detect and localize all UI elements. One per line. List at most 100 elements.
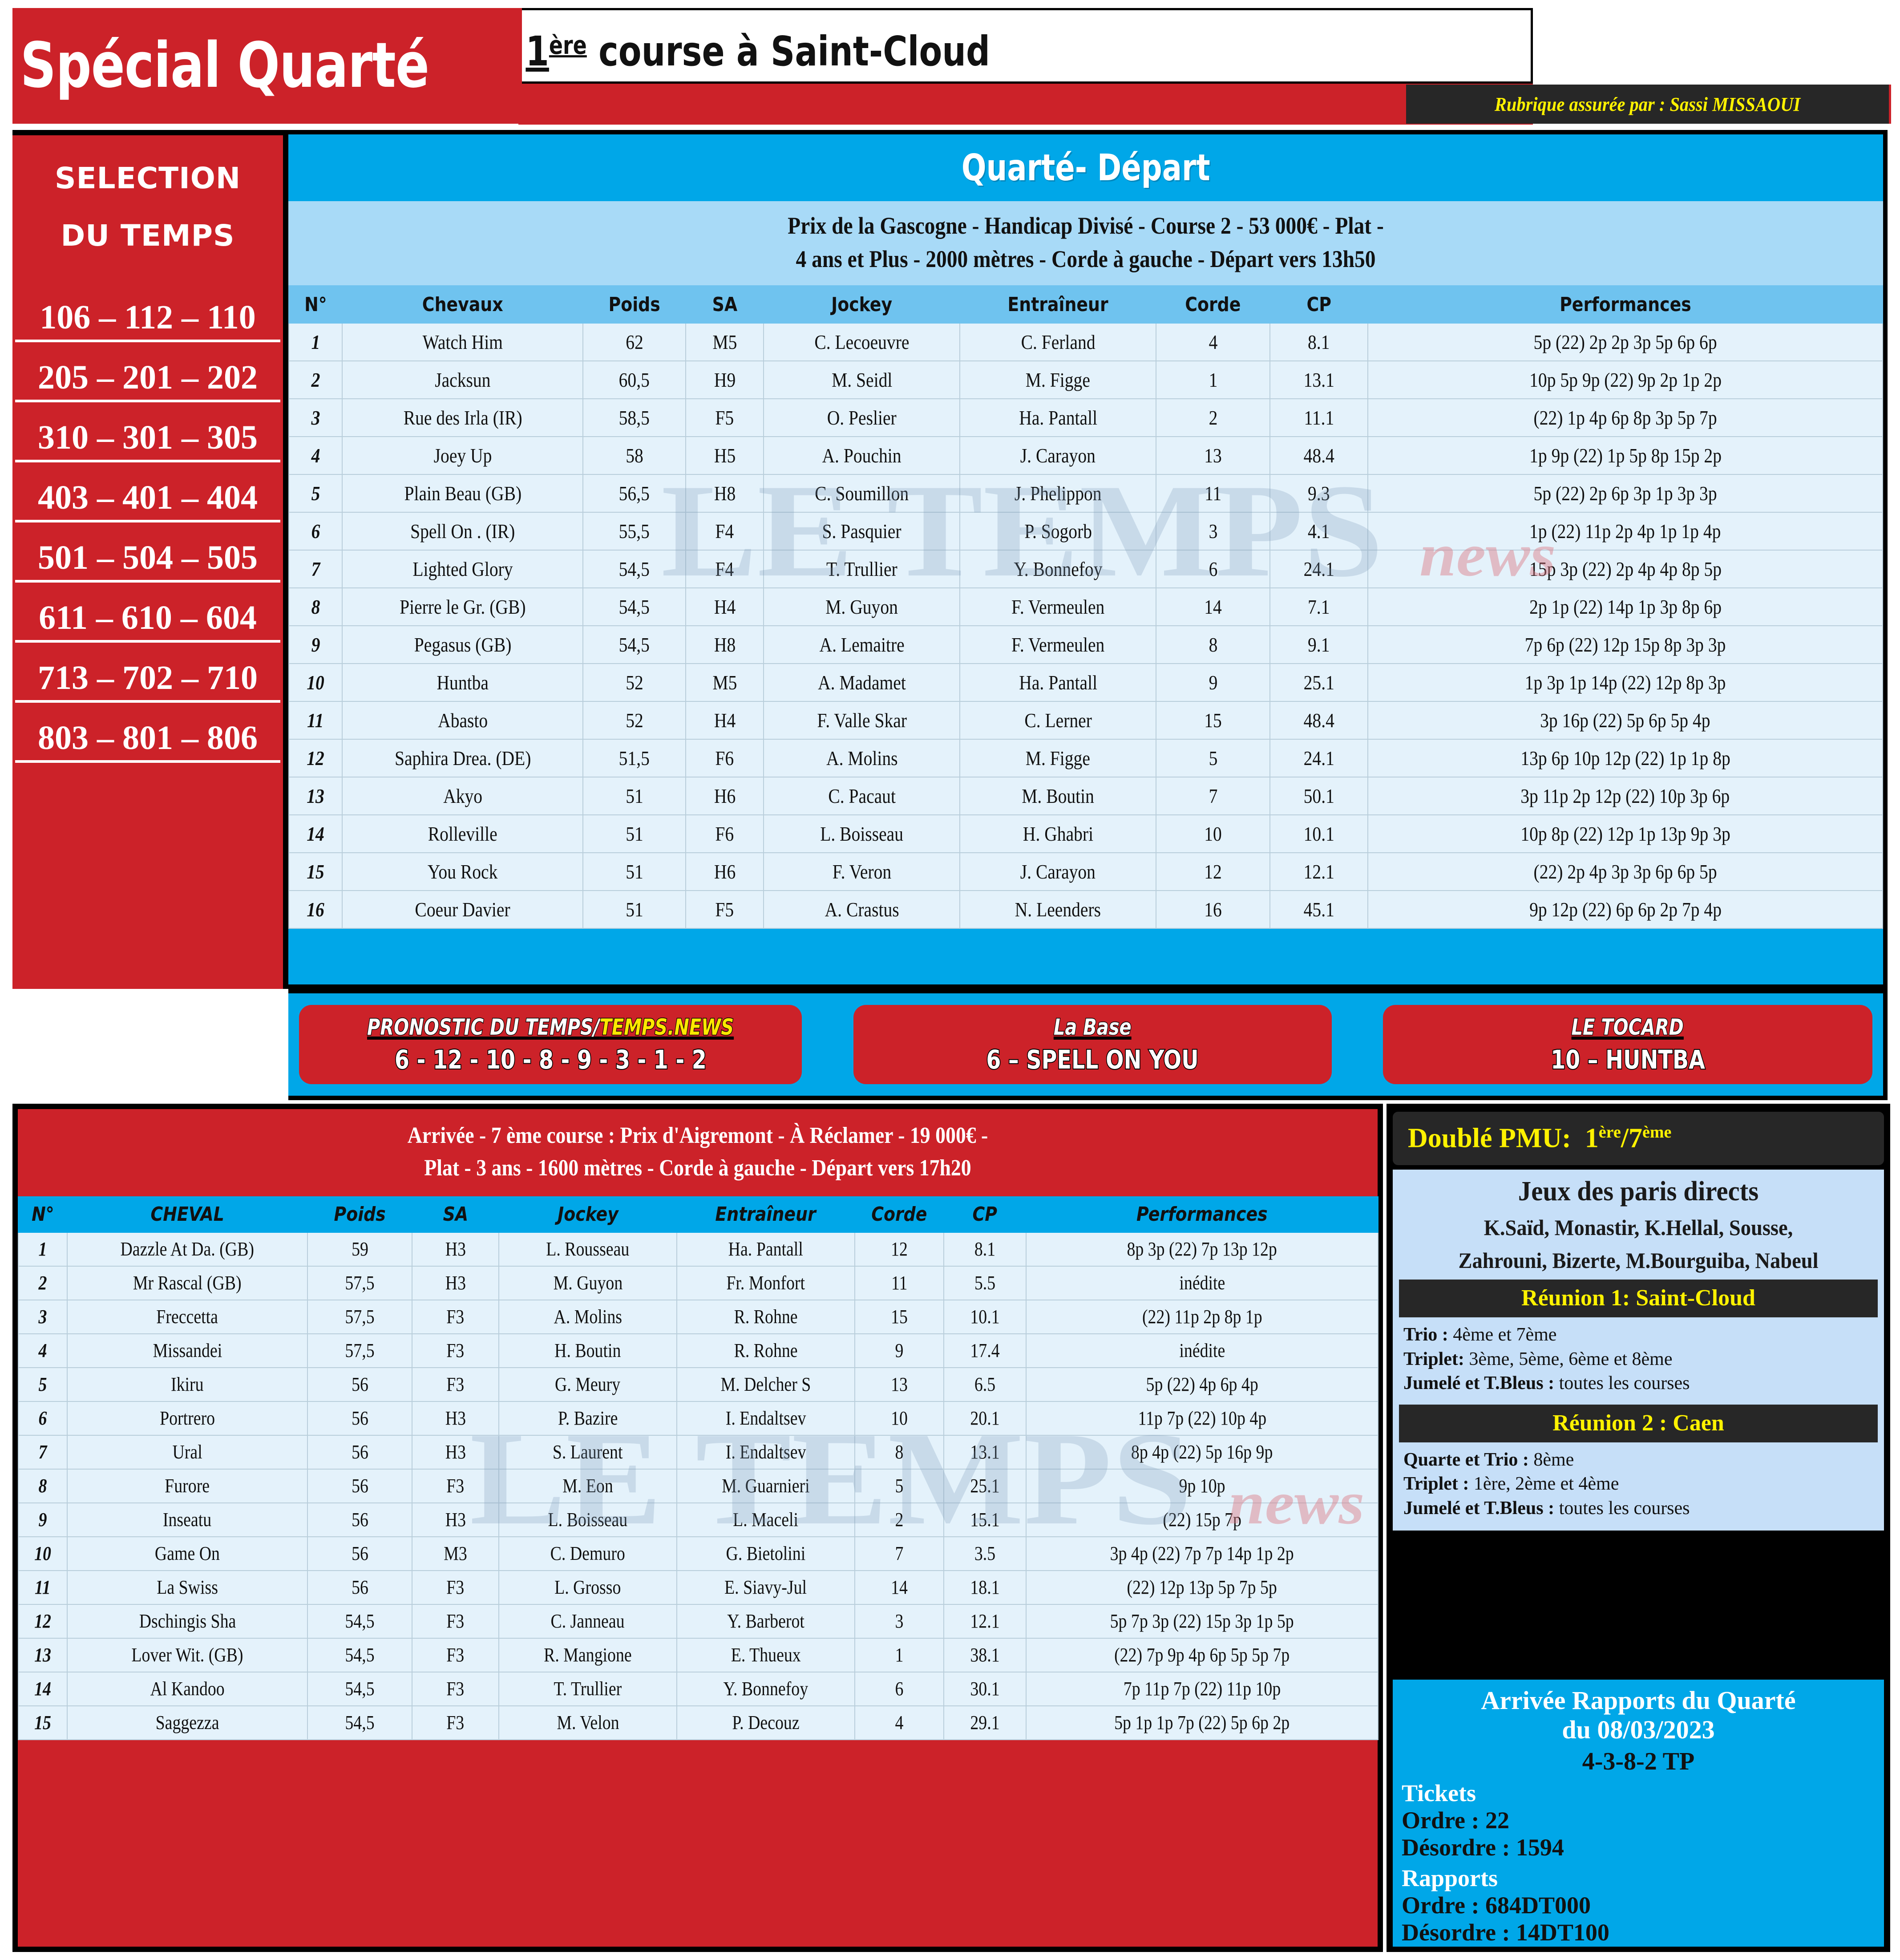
- cell-perf: 1p 9p (22) 1p 5p 8p 15p 2p: [1367, 436, 1883, 475]
- col-performances: Performances: [1367, 285, 1883, 324]
- la-base-box[interactable]: La Base 6 – SPELL ON YOU: [853, 1005, 1332, 1084]
- pronostic-title-a: PRONOSTIC DU TEMPS/: [367, 1014, 600, 1041]
- cell-cp: 8.1: [1269, 323, 1369, 362]
- cell-perf: (22) 15p 7p: [1026, 1502, 1379, 1537]
- jeux-line-2: Zahrouni, Bizerte, M.Bourguiba, Nabeul: [1458, 1248, 1819, 1273]
- cell-entraineur: R. Rohne: [676, 1299, 855, 1334]
- cell-jockey: C. Pacaut: [763, 777, 961, 816]
- cell-cheval: Mr Rascal (GB): [67, 1265, 308, 1300]
- reunion-1-body: Trio : 4ème et 7ème Triplet: 3ème, 5ème, …: [1397, 1317, 1880, 1398]
- cell-n: 7: [288, 550, 343, 589]
- cell-cheval: Jacksun: [342, 360, 584, 400]
- cell-perf: 5p 7p 3p (22) 15p 3p 1p 5p: [1026, 1604, 1379, 1639]
- cell-cheval: Rolleville: [342, 814, 584, 854]
- cell-poids: 56,5: [582, 474, 686, 513]
- cell-poids: 52: [582, 701, 686, 740]
- cell-perf: (22) 11p 2p 8p 1p: [1026, 1299, 1379, 1334]
- cell-poids: 54,5: [307, 1637, 412, 1672]
- table-row: 14 Rolleville 51 F6 L. Boisseau H. Ghabri 10 10…: [288, 814, 1883, 854]
- cell-poids: 56: [307, 1401, 412, 1436]
- cell-cheval: Ikiru: [67, 1367, 308, 1402]
- table-row: 1 Watch Him 62 M5 C. Lecoeuvre C. Ferland 4 8.1…: [288, 323, 1883, 362]
- cell-perf: 8p 4p (22) 5p 16p 9p: [1026, 1434, 1379, 1470]
- cell-cheval: Saphira Drea. (DE): [342, 739, 584, 778]
- pronostic-box[interactable]: PRONOSTIC DU TEMPS/TEMPS.NEWS 6 - 12 - 1…: [299, 1005, 802, 1084]
- cell-corde: 1: [1156, 360, 1270, 400]
- cell-corde: 2: [1156, 398, 1270, 437]
- byline-box: Rubrique assurée par : Sassi MISSAOUI: [1406, 85, 1891, 124]
- selection-pick: 205 – 201 – 202: [15, 342, 280, 402]
- cell-entraineur: H. Ghabri: [959, 814, 1157, 854]
- arrivee-table: N° CHEVAL Poids SA Jockey Entraîneur Cor…: [18, 1196, 1379, 1740]
- cell-poids: 58: [582, 436, 686, 475]
- col-sa: SA: [412, 1196, 499, 1233]
- cell-entraineur: C. Lerner: [959, 701, 1157, 740]
- cell-sa: M5: [685, 323, 764, 362]
- cell-perf: 3p 16p (22) 5p 6p 5p 4p: [1367, 701, 1883, 740]
- cell-entraineur: I. Endaltsev: [676, 1434, 855, 1470]
- cell-jockey: C. Demuro: [498, 1536, 677, 1571]
- cell-corde: 11: [1156, 474, 1270, 513]
- cell-sa: F3: [412, 1570, 499, 1605]
- cell-poids: 57,5: [307, 1299, 412, 1334]
- cell-n: 9: [288, 625, 343, 664]
- cell-cp: 6.5: [943, 1367, 1027, 1402]
- double-pmu-value-b: /7: [1621, 1123, 1642, 1154]
- cell-cheval: Spell On . (IR): [342, 512, 584, 551]
- cell-cheval: Akyo: [342, 777, 584, 816]
- cell-sa: H3: [412, 1502, 499, 1537]
- arrivee-panel: Arrivée - 7 ème course : Prix d'Aigremon…: [12, 1104, 1383, 1952]
- table-row: 12 Dschingis Sha 54,5 F3 C. Janneau Y. Barber…: [18, 1604, 1379, 1639]
- cell-n: 15: [288, 852, 343, 891]
- brand-label: Spécial Quarté: [20, 29, 429, 102]
- cell-cheval: Saggezza: [67, 1705, 308, 1740]
- cell-cp: 12.1: [943, 1604, 1027, 1639]
- selection-title-line2: DU TEMPS: [61, 219, 235, 253]
- quarte-table: N° Chevaux Poids SA Jockey Entraîneur Co…: [288, 285, 1883, 929]
- cell-poids: 55,5: [582, 512, 686, 551]
- cell-poids: 54,5: [307, 1671, 412, 1706]
- cell-n: 11: [288, 701, 343, 740]
- cell-perf: (22) 12p 13p 5p 7p 5p: [1026, 1570, 1379, 1605]
- cell-poids: 51: [582, 852, 686, 891]
- table-row: 6 Spell On . (IR) 55,5 F4 S. Pasquier P. Sogo…: [288, 512, 1883, 551]
- cell-sa: F6: [685, 814, 764, 854]
- cell-perf: 7p 11p 7p (22) 11p 10p: [1026, 1671, 1379, 1706]
- cell-cheval: Huntba: [342, 663, 584, 702]
- cell-corde: 10: [1156, 814, 1270, 854]
- selection-pick: 403 – 401 – 404: [15, 462, 280, 522]
- cell-perf: 1p 3p 1p 14p (22) 12p 8p 3p: [1367, 663, 1883, 702]
- selection-pick: 611 – 610 – 604: [15, 583, 280, 643]
- cell-cheval: Plain Beau (GB): [342, 474, 584, 513]
- table-row: 7 Lighted Glory 54,5 F4 T. Trullier Y. Bonnef…: [288, 550, 1883, 589]
- table-row: 6 Portrero 56 H3 P. Bazire I. Endaltsev 10 20.1…: [18, 1401, 1379, 1436]
- cell-poids: 56: [307, 1434, 412, 1470]
- selection-pick: 803 – 801 – 806: [15, 703, 280, 763]
- selection-pick: 310 – 301 – 305: [15, 402, 280, 462]
- cell-entraineur: M. Guarnieri: [676, 1468, 855, 1503]
- cell-entraineur: L. Maceli: [676, 1502, 855, 1537]
- arrivee-header-line1: Arrivée - 7 ème course : Prix d'Aigremon…: [407, 1123, 988, 1148]
- cell-jockey: A. Crastus: [763, 890, 961, 929]
- cell-cp: 18.1: [943, 1570, 1027, 1605]
- rapports-desordre: Désordre : 14DT100: [1402, 1919, 1609, 1946]
- cell-sa: H4: [685, 701, 764, 740]
- selection-title-line1: SELECTION: [54, 161, 241, 195]
- cell-jockey: R. Mangione: [498, 1637, 677, 1672]
- reunion-row: Jumelé et T.Bleus : toutes les courses: [1403, 1498, 1690, 1519]
- cell-cp: 20.1: [943, 1401, 1027, 1436]
- col-jockey: Jockey: [763, 285, 961, 324]
- table-row: 15 Saggezza 54,5 F3 M. Velon P. Decouz 4 29.1 5p…: [18, 1705, 1379, 1740]
- cell-jockey: M. Guyon: [763, 587, 961, 627]
- cell-n: 14: [288, 814, 343, 854]
- cell-perf: (22) 1p 4p 6p 8p 3p 5p 7p: [1367, 398, 1883, 437]
- cell-sa: H8: [685, 625, 764, 664]
- cell-corde: 6: [1156, 550, 1270, 589]
- table-row: 11 La Swiss 56 F3 L. Grosso E. Siavy-Jul 14 18.…: [18, 1570, 1379, 1605]
- le-tocard-box[interactable]: LE TOCARD 10 – HUNTBA: [1383, 1005, 1872, 1084]
- cell-sa: F4: [685, 550, 764, 589]
- cell-perf: 2p 1p (22) 14p 1p 3p 8p 6p: [1367, 587, 1883, 627]
- cell-cp: 25.1: [1269, 663, 1369, 702]
- pronostic-line: 6 - 12 - 10 - 8 - 9 - 3 - 1 - 2: [394, 1044, 707, 1076]
